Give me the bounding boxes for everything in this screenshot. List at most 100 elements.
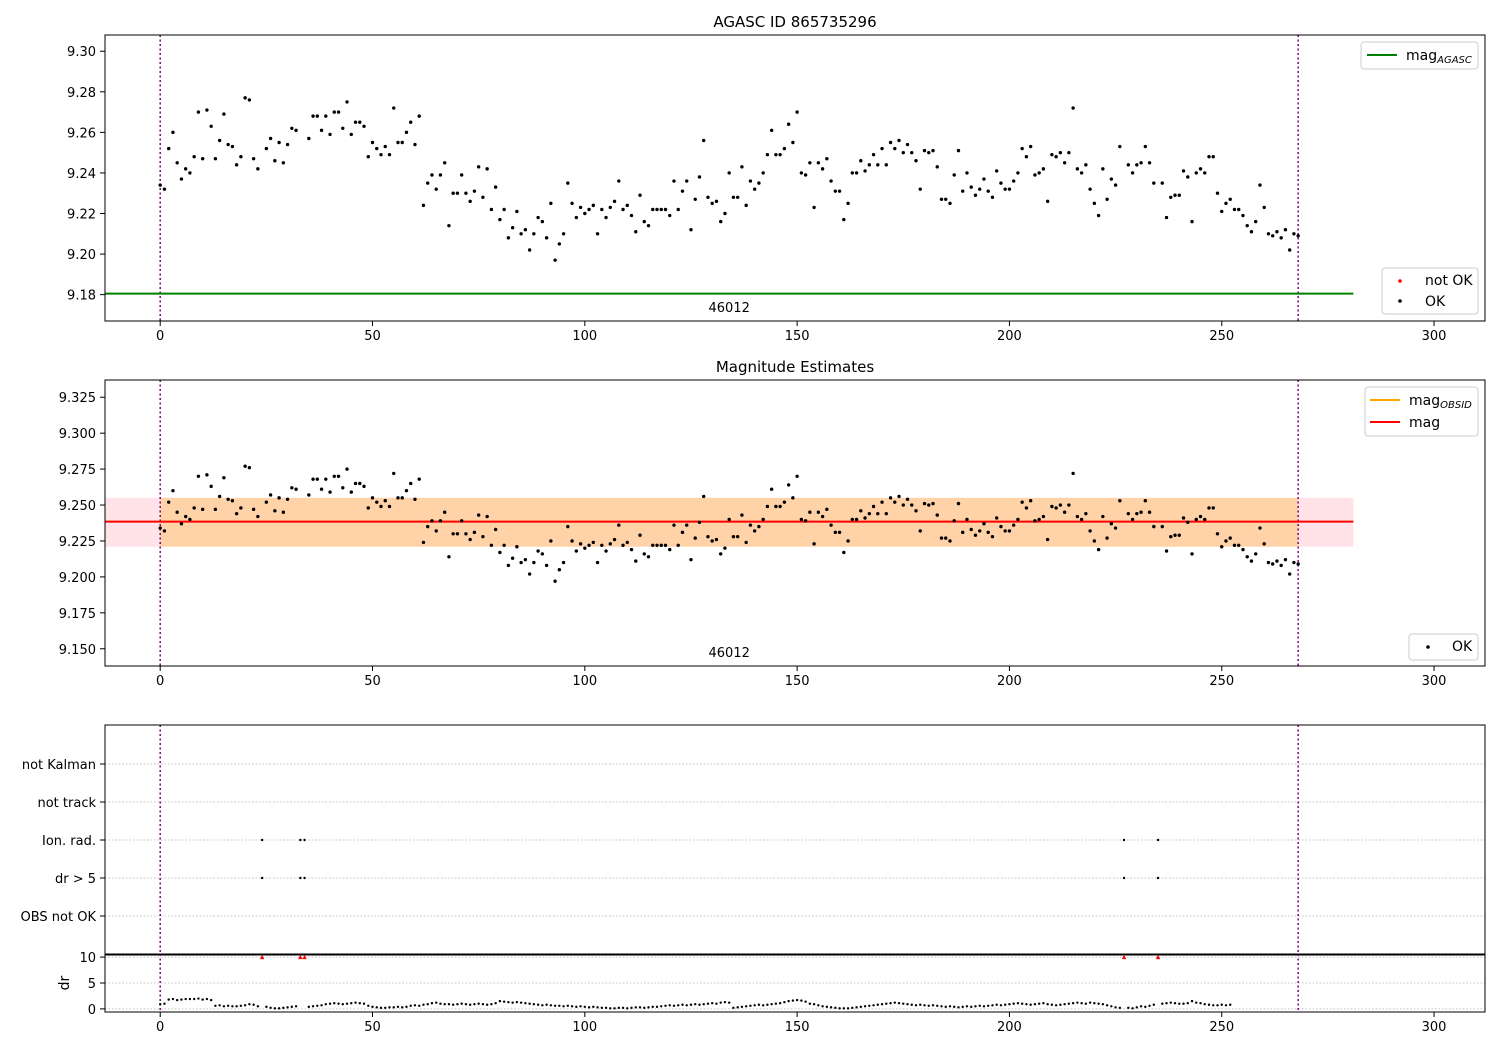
dr-point [583,1005,587,1009]
data-point [200,507,205,512]
data-point [166,146,171,151]
data-point [1028,499,1033,503]
x-tick-label-1: 300 [1422,674,1447,689]
data-point [1139,161,1143,165]
data-point [234,163,239,167]
data-point [638,193,642,197]
data-point [803,519,808,523]
dr-point [817,1004,820,1007]
data-point [1177,193,1181,197]
data-point [1058,503,1063,507]
data-point [693,197,697,201]
data-point [629,213,634,218]
obsid-label: 46012 [709,646,750,661]
data-point [727,171,731,175]
x-tick-label-3: 300 [1422,1020,1447,1035]
data-point [481,195,485,199]
dr-point [842,1007,846,1010]
data-point [434,187,438,191]
dr-point [273,1007,277,1010]
data-point [549,539,553,543]
data-point [213,157,218,161]
data-point [527,248,532,252]
data-point [829,523,833,527]
data-point [676,207,680,212]
data-point [1164,549,1169,553]
data-point [884,511,888,516]
data-point [222,112,226,116]
data-point [264,500,269,504]
data-point [1143,144,1148,149]
dr-point [545,1003,548,1006]
data-point [799,171,804,175]
data-point [1050,152,1054,157]
dr-point [655,1005,659,1009]
data-point [888,496,893,500]
dr-point [1033,1003,1037,1006]
data-point [595,560,600,565]
dr-point [218,1004,221,1007]
dr-point [621,1006,625,1010]
magnitude-legend: magOBSID mag [1364,386,1479,437]
data-point [553,579,557,583]
data-point [685,179,689,183]
flag-category-label: Ion. rad. [42,834,96,849]
data-point [1296,234,1300,238]
dr-point [532,1003,536,1006]
data-point [519,232,523,236]
data-point [1245,555,1249,559]
x-tick-label-0: 250 [1209,329,1234,344]
dr-point [1220,1003,1223,1006]
data-point [778,152,782,157]
data-point [583,211,587,216]
dr-point [761,1004,765,1007]
dr-point [494,1001,497,1005]
dr-point [851,1006,854,1010]
data-point [409,120,413,124]
data-point [536,215,540,220]
dr-point [345,1002,349,1005]
data-point [710,201,714,206]
data-point [685,523,689,527]
data-point [634,230,638,234]
data-point [1011,179,1016,183]
dr-point [893,1001,896,1004]
dr-point [953,1005,956,1009]
data-point [519,560,523,565]
dr-point [405,1005,408,1009]
data-point [1037,171,1041,175]
data-point [498,550,502,555]
dr-point [829,1006,833,1009]
data-point [625,540,629,545]
data-point [1190,552,1194,556]
data-point [1160,181,1164,185]
dr-point [630,1006,633,1010]
data-point [1088,529,1092,533]
dr-point [919,1003,922,1006]
data-point [1020,500,1024,504]
data-point [358,481,362,486]
data-point [638,533,642,537]
dr-point [855,1006,858,1009]
data-point [383,144,387,149]
data-point [383,499,387,503]
data-point [430,519,434,523]
y-tick-label-0: 9.20 [67,248,96,263]
dr-point [876,1003,879,1006]
data-point [222,476,226,480]
dr-point [1084,1002,1088,1005]
dr-point [744,1005,748,1008]
data-point [426,181,430,185]
data-point [447,555,451,559]
x-tick-label-3: 150 [785,1020,810,1035]
dr-point [575,1005,578,1009]
dr-point [1127,1006,1130,1010]
dr-point [180,998,183,1001]
dr-point [859,1005,863,1009]
dr-point [1178,1002,1181,1005]
dr-point [350,1001,353,1005]
data-point [447,223,451,228]
data-point [570,201,574,206]
data-point [1033,519,1037,523]
data-point [226,142,230,147]
